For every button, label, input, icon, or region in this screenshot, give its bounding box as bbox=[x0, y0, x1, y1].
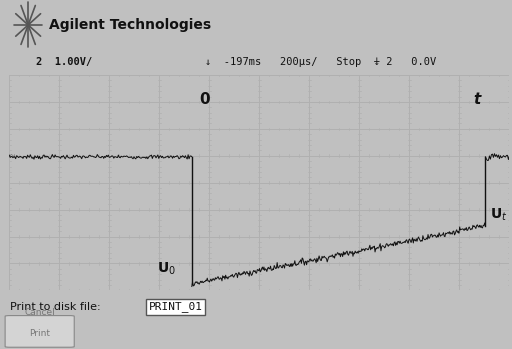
Text: Cancel: Cancel bbox=[24, 308, 55, 317]
Text: Print to disk file:: Print to disk file: bbox=[10, 302, 101, 312]
Text: U$_t$: U$_t$ bbox=[490, 207, 508, 223]
Text: t: t bbox=[473, 92, 480, 107]
Text: Agilent Technologies: Agilent Technologies bbox=[49, 18, 211, 32]
Text: PRINT_01: PRINT_01 bbox=[148, 301, 202, 312]
Text: ↓  -197ms   200μs/   Stop  ⍖ 2   0.0V: ↓ -197ms 200μs/ Stop ⍖ 2 0.0V bbox=[205, 58, 436, 67]
Text: U$_0$: U$_0$ bbox=[157, 261, 176, 277]
Text: 0: 0 bbox=[199, 92, 210, 107]
Text: 2  1.00V/: 2 1.00V/ bbox=[36, 58, 92, 67]
Text: 2: 2 bbox=[11, 153, 17, 157]
Text: Print: Print bbox=[29, 329, 50, 338]
FancyBboxPatch shape bbox=[5, 315, 74, 347]
